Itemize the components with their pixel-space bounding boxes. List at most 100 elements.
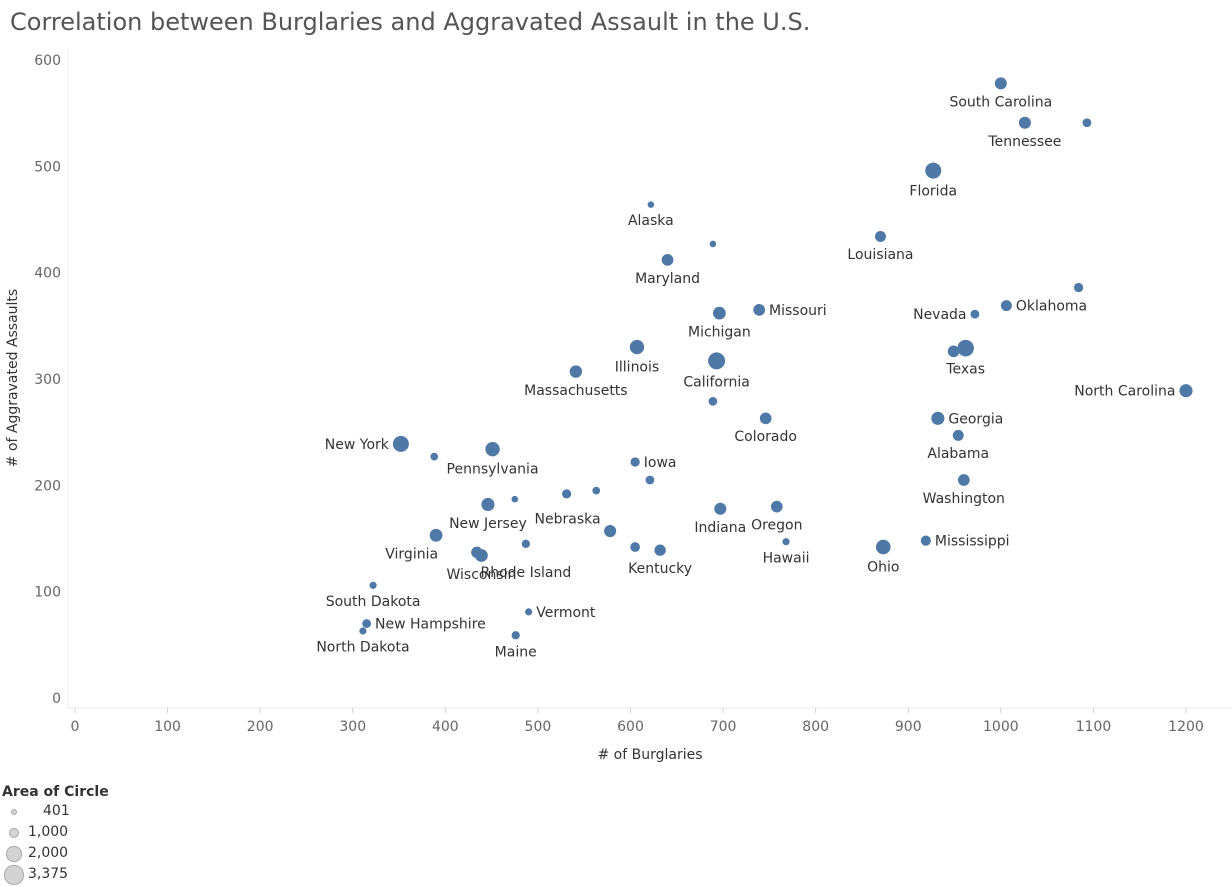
point-label: New Hampshire: [375, 617, 486, 633]
point-label: Kentucky: [628, 561, 692, 577]
data-point-georgia[interactable]: [931, 411, 945, 425]
data-point[interactable]: [511, 495, 519, 503]
x-tick-label: 500: [525, 719, 552, 735]
point-label: Colorado: [734, 429, 797, 445]
data-point-michigan[interactable]: [713, 306, 726, 320]
data-point[interactable]: [1082, 118, 1092, 128]
point-label: Oregon: [751, 517, 802, 533]
point-label: Maine: [495, 644, 537, 660]
x-tick-label: 600: [617, 719, 644, 735]
size-legend-title: Area of Circle: [2, 784, 109, 800]
point-labels: South Carolina Tennessee Florida Alaska Loui…: [316, 94, 1175, 660]
data-point[interactable]: [521, 539, 531, 548]
data-point-south-dakota[interactable]: [369, 581, 377, 589]
x-axis-label: # of Burglaries: [597, 747, 702, 763]
data-point-oregon[interactable]: [770, 500, 783, 513]
point-label: Massachusetts: [524, 383, 627, 399]
size-legend-entry: 1,000: [2, 823, 109, 844]
data-point-new-jersey[interactable]: [481, 497, 495, 512]
point-label: Washington: [923, 491, 1005, 507]
point-label: South Carolina: [949, 94, 1052, 110]
data-point-mississippi[interactable]: [920, 535, 931, 546]
data-point-new-hampshire[interactable]: [362, 619, 372, 628]
data-point-maryland[interactable]: [661, 254, 674, 266]
data-point-pennsylvania[interactable]: [485, 442, 500, 457]
data-point-maine[interactable]: [511, 631, 520, 640]
data-point[interactable]: [630, 542, 640, 552]
point-label: Hawaii: [763, 550, 810, 566]
point-label: Virginia: [385, 547, 438, 563]
data-point-texas[interactable]: [957, 339, 974, 357]
y-tick-label: 400: [34, 266, 61, 282]
y-tick-label: 200: [34, 478, 61, 494]
data-point-kentucky[interactable]: [654, 544, 666, 556]
point-label: Indiana: [694, 520, 746, 536]
data-point-florida[interactable]: [925, 162, 942, 179]
point-label: Vermont: [536, 605, 596, 621]
point-label: Illinois: [615, 359, 659, 375]
data-point-north-carolina[interactable]: [1179, 384, 1193, 398]
x-tick-label: 1200: [1168, 719, 1204, 735]
data-point-wisconsin[interactable]: [475, 549, 488, 562]
point-label: New Jersey: [449, 516, 527, 532]
data-point[interactable]: [709, 240, 717, 248]
data-point[interactable]: [430, 452, 439, 461]
point-label: North Carolina: [1074, 384, 1175, 400]
data-point-missouri[interactable]: [753, 304, 766, 316]
data-point-tennessee[interactable]: [1018, 116, 1031, 129]
point-label: Iowa: [644, 455, 677, 471]
data-point-alabama[interactable]: [952, 429, 964, 441]
data-point-california[interactable]: [708, 352, 726, 370]
data-point[interactable]: [592, 486, 601, 495]
point-label: Florida: [909, 184, 957, 200]
data-point[interactable]: [604, 525, 617, 538]
data-point-indiana[interactable]: [714, 502, 727, 515]
x-tick-label: 800: [802, 719, 829, 735]
point-label: Ohio: [867, 559, 899, 575]
data-point-nevada[interactable]: [970, 309, 980, 319]
data-point[interactable]: [561, 489, 572, 499]
data-point-massachusetts[interactable]: [569, 365, 583, 378]
x-tick-label: 400: [432, 719, 459, 735]
data-point[interactable]: [708, 396, 718, 406]
data-point[interactable]: [645, 475, 655, 485]
x-tick-label: 200: [247, 719, 274, 735]
data-point-vermont[interactable]: [525, 608, 533, 616]
data-point-iowa[interactable]: [630, 457, 640, 467]
data-point[interactable]: [1073, 282, 1084, 293]
point-label: Georgia: [948, 411, 1003, 427]
point-label: Louisiana: [847, 247, 913, 263]
size-legend-circle: [4, 865, 24, 885]
point-label: Maryland: [635, 271, 700, 287]
data-point-illinois[interactable]: [629, 339, 645, 355]
y-tick-label: 600: [34, 53, 61, 69]
data-point-ohio[interactable]: [875, 539, 891, 555]
data-point-oklahoma[interactable]: [1000, 300, 1012, 312]
x-tick-label: 0: [71, 719, 80, 735]
data-point-hawaii[interactable]: [782, 538, 790, 546]
data-point-alaska[interactable]: [647, 201, 655, 208]
point-label: Rhode Island: [480, 565, 571, 581]
size-legend-label: 3,375: [28, 866, 69, 882]
data-point-new-york[interactable]: [392, 435, 409, 452]
data-point-virginia[interactable]: [429, 528, 443, 542]
size-legend-entry: 3,375: [2, 865, 109, 886]
data-point-north-dakota[interactable]: [359, 627, 367, 635]
size-legend-label: 401: [43, 803, 70, 819]
point-label: California: [683, 374, 749, 390]
point-label: New York: [325, 437, 390, 453]
x-tick-label: 300: [339, 719, 366, 735]
point-label: South Dakota: [326, 594, 421, 610]
data-point-louisiana[interactable]: [875, 231, 886, 242]
point-label: Michigan: [688, 324, 751, 340]
data-points: [359, 77, 1193, 640]
data-point-south-carolina[interactable]: [994, 77, 1007, 90]
size-legend-label: 1,000: [28, 824, 69, 840]
point-label: Texas: [945, 361, 985, 377]
data-point[interactable]: [947, 345, 960, 358]
data-point-colorado[interactable]: [759, 412, 772, 425]
x-tick-label: 1000: [983, 719, 1019, 735]
size-legend-entries: 401 1,000 2,000 3,375: [2, 802, 109, 886]
data-point-washington[interactable]: [957, 474, 970, 486]
point-label: Oklahoma: [1016, 299, 1087, 315]
